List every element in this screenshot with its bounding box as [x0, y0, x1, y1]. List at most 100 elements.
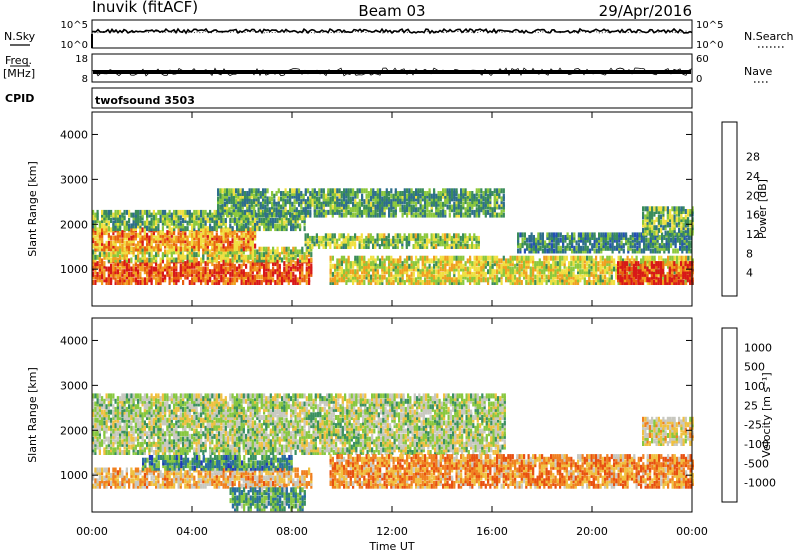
power-cell — [152, 257, 155, 263]
power-cell — [401, 193, 404, 199]
power-cell — [433, 277, 436, 283]
power-cell — [101, 230, 104, 236]
power-cell — [150, 218, 153, 223]
power-cell — [489, 193, 492, 199]
power-cell — [259, 209, 262, 215]
power-cell — [110, 280, 113, 285]
power-cell — [202, 227, 205, 233]
power-cell — [119, 223, 122, 229]
power-cell — [283, 215, 286, 221]
power-cell — [390, 255, 393, 261]
power-cell — [354, 204, 357, 210]
power-cell — [444, 244, 447, 249]
power-cell — [644, 214, 647, 220]
power-cell — [222, 274, 225, 280]
power-cell — [394, 244, 397, 249]
power-cell — [274, 226, 277, 232]
power-cell — [345, 238, 348, 244]
power-cell — [152, 226, 155, 232]
power-cell — [529, 277, 532, 283]
power-cell — [381, 274, 384, 280]
power-cell — [220, 215, 223, 221]
power-cell — [260, 254, 263, 260]
power-cell — [349, 199, 352, 205]
power-cell — [383, 235, 386, 241]
power-cell — [155, 271, 158, 277]
power-cell — [242, 280, 245, 285]
power-cell — [536, 269, 539, 275]
power-cell — [206, 218, 209, 223]
power-cell — [143, 252, 146, 258]
power-cell — [224, 280, 227, 285]
power-cell — [150, 220, 153, 226]
power-cell — [103, 243, 106, 249]
power-cell — [635, 255, 638, 261]
power-cell — [188, 266, 191, 272]
power-cell — [168, 269, 171, 275]
power-cell — [159, 261, 162, 267]
power-cell — [374, 277, 377, 283]
power-cell — [464, 235, 467, 241]
power-cell — [191, 218, 194, 223]
power-cell — [579, 258, 582, 264]
power-cell — [388, 201, 391, 207]
power-cell — [471, 261, 474, 267]
power-cell — [631, 269, 634, 275]
power-cell — [403, 207, 406, 213]
power-cell — [365, 244, 368, 249]
power-cell — [460, 193, 463, 199]
power-cell — [525, 263, 528, 269]
power-cell — [437, 196, 440, 202]
power-cell — [229, 240, 232, 246]
power-cell — [496, 263, 499, 269]
power-cell — [148, 269, 151, 275]
power-cell — [424, 263, 427, 269]
power-cell — [271, 191, 274, 196]
power-cell — [155, 238, 158, 244]
power-cell — [471, 263, 474, 269]
power-cell — [284, 209, 287, 215]
power-cell — [242, 246, 245, 252]
power-cell — [498, 188, 501, 194]
power-cell — [224, 223, 227, 229]
power-cell — [254, 226, 257, 232]
power-cell — [527, 280, 530, 285]
power-cell — [209, 277, 212, 283]
power-cell — [426, 233, 429, 239]
power-cell — [285, 223, 288, 229]
power-cell — [296, 261, 299, 267]
power-cell — [236, 249, 239, 255]
power-cell — [381, 238, 384, 244]
power-cell — [248, 196, 251, 202]
power-cell — [220, 252, 223, 258]
power-cell — [340, 207, 343, 213]
power-cell — [98, 246, 101, 252]
power-cell — [381, 204, 384, 210]
power-cell — [615, 271, 618, 277]
power-cell — [378, 244, 381, 249]
power-cell — [583, 269, 586, 275]
power-cell — [661, 232, 664, 238]
power-cell — [221, 209, 224, 215]
power-cell — [327, 235, 330, 241]
power-cell — [128, 280, 131, 285]
freq-unit: [MHz] — [3, 67, 35, 80]
power-cell — [482, 209, 485, 215]
power-cell — [381, 212, 384, 218]
power-cell — [370, 207, 373, 213]
power-cell — [310, 246, 313, 252]
power-cell — [308, 258, 311, 264]
power-cell — [628, 258, 631, 264]
power-cell — [227, 266, 230, 272]
power-cell — [419, 238, 422, 244]
power-cell — [206, 246, 209, 252]
power-cell — [565, 277, 568, 283]
power-cell — [313, 241, 316, 247]
power-cell — [305, 249, 308, 255]
power-cell — [466, 209, 469, 215]
power-cell — [119, 257, 122, 263]
power-cell — [170, 271, 173, 277]
power-cell — [148, 226, 151, 232]
power-cell — [361, 193, 364, 199]
power-cell — [213, 240, 216, 246]
